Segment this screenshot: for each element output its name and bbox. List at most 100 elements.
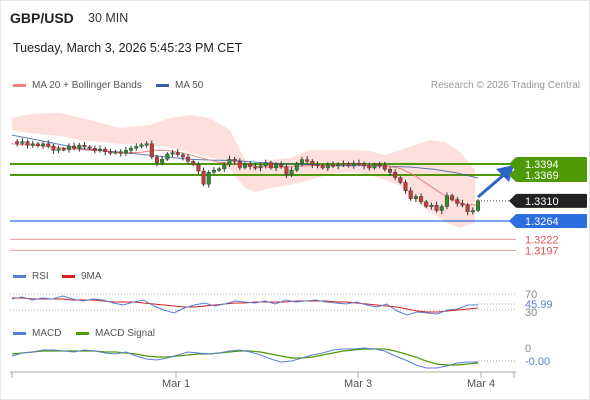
candle-body (232, 158, 237, 162)
candle-body (123, 150, 128, 154)
candle-body (450, 195, 455, 200)
candle-body (61, 148, 66, 151)
candle-body (191, 161, 196, 165)
macd-swatch (13, 332, 26, 335)
candle-body (149, 143, 154, 158)
legend-ma20-label: MA 20 + Bollinger Bands (32, 80, 142, 91)
candle-body (336, 164, 341, 167)
candle-body (46, 143, 51, 147)
candle-body (242, 163, 247, 168)
candle-body (180, 154, 185, 158)
forecast-arrow-shaft (477, 171, 507, 199)
candle-body (77, 144, 82, 149)
macd-line (11, 347, 478, 369)
level-box-pointer-3 (509, 214, 516, 228)
candle-body (393, 172, 398, 178)
legend-macd-label: MACD (32, 328, 62, 339)
legend-macd: MACD (13, 328, 61, 339)
candle-body (98, 148, 103, 151)
legend-ma20: MA 20 + Bollinger Bands (13, 80, 142, 91)
datetime-label: Tuesday, March 3, 2026 5:45:23 PM CET (13, 41, 243, 55)
level-label-3: 1.3264 (525, 216, 559, 228)
candle-body (299, 159, 304, 164)
rsi-ma-swatch (62, 275, 75, 278)
candle-body (222, 164, 227, 170)
candle-body (377, 164, 382, 167)
candle-body (41, 143, 46, 146)
macd-last-value: -0.00 (525, 356, 550, 368)
macd-signal-swatch (76, 332, 89, 335)
candle-body (87, 146, 92, 149)
level-box-pointer-1 (509, 167, 516, 182)
legend-macd-signal-label: MACD Signal (95, 328, 156, 339)
candle-body (305, 159, 310, 162)
level-box-pointer-2 (509, 193, 516, 208)
candle-body (25, 141, 30, 146)
candle-body (253, 166, 258, 169)
rsi-tick-70: 70 (525, 289, 537, 301)
ma50-swatch (156, 84, 169, 87)
candle-body (470, 210, 475, 213)
candle-body (356, 162, 361, 165)
candle-body (439, 206, 444, 211)
candle-body (113, 151, 118, 154)
candle-body (284, 166, 289, 175)
candle-body (134, 146, 139, 149)
legend-macd-signal: MACD Signal (76, 328, 155, 339)
level-label-5: 1.3197 (525, 245, 559, 257)
legend-rsi-label: RSI (32, 271, 49, 282)
candle-body (403, 182, 408, 191)
candle-body (160, 158, 165, 163)
candle-body (413, 196, 418, 199)
candle-body (320, 165, 325, 169)
candle-body (227, 158, 232, 166)
candle-body (129, 148, 134, 151)
rsi-line (11, 295, 478, 316)
candle-body (118, 151, 123, 154)
level-label-2: 1.3310 (525, 196, 559, 208)
rsi-tick-30: 30 (525, 307, 537, 319)
candle-body (310, 161, 315, 165)
rsi-last-value: 45.99 (525, 299, 553, 311)
candle-body (170, 152, 175, 155)
symbol-title: GBP/USD (10, 10, 74, 26)
candle-body (424, 201, 429, 207)
candle-body (66, 145, 71, 150)
candle-body (211, 169, 216, 173)
candle-body (237, 161, 242, 168)
candle-body (367, 165, 372, 169)
forecast-arrow-head (496, 165, 514, 182)
candle-body (434, 205, 439, 211)
level-box-pointer-0 (509, 157, 516, 171)
candle-body (460, 203, 465, 206)
candle-body (268, 162, 273, 169)
candle-body (186, 156, 191, 162)
legend-9ma-label: 9MA (81, 271, 102, 282)
candle-body (315, 164, 320, 167)
level-label-4: 1.3222 (525, 234, 559, 246)
candle-body (294, 163, 299, 171)
legend-9ma: 9MA (62, 271, 102, 282)
candle-body (419, 196, 424, 202)
candle-body (51, 145, 56, 151)
candle-body (476, 200, 481, 211)
rsi-swatch (13, 275, 26, 278)
candle-body (139, 144, 144, 147)
candle-body (82, 144, 87, 148)
candle-body (175, 152, 180, 155)
candle-body (196, 164, 201, 172)
candle-body (362, 163, 367, 166)
candle-body (279, 164, 284, 167)
candle-body (92, 148, 97, 151)
ma20-swatch (13, 84, 26, 87)
candle-body (154, 156, 159, 163)
candle-body (56, 148, 61, 151)
candle-body (346, 163, 351, 166)
level-box-1 (516, 167, 587, 182)
credit-text: Research © 2026 Trading Central (430, 80, 580, 91)
x-tick-label-1: Mar 3 (344, 378, 372, 390)
candle-body (289, 169, 294, 175)
candle-body (30, 143, 35, 146)
bollinger-band-area (12, 113, 475, 228)
candle-body (331, 164, 336, 167)
